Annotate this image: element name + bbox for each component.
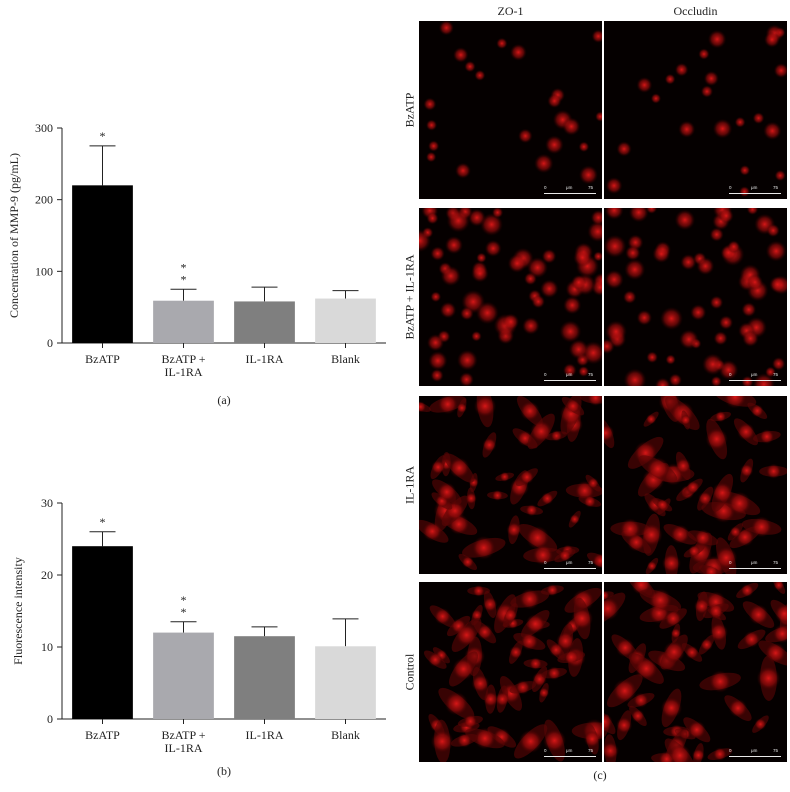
scale-label: μm xyxy=(751,748,758,753)
scale-bar: 0 μm 75 xyxy=(729,560,781,569)
chart-0-y-tick-label: 300 xyxy=(35,121,53,135)
chart-1-y-axis-label: Fluorescence intensity xyxy=(11,557,25,665)
micrograph-image: 0 μm 75 xyxy=(604,582,787,762)
row-header: BzATP + IL-1RA xyxy=(402,254,417,340)
scale-label: 0 xyxy=(544,372,547,377)
micrograph-cells xyxy=(604,582,787,762)
scale-label: 0 xyxy=(544,185,547,190)
scale-bar: 0 μm 75 xyxy=(544,372,596,381)
micrograph-image: 0 μm 75 xyxy=(604,396,787,574)
column-header: ZO-1 xyxy=(497,4,524,18)
chart-1-x-tick-label: IL-1RA xyxy=(165,741,203,755)
scale-label: 0 xyxy=(544,748,547,753)
column-header: Occludin xyxy=(673,4,718,18)
panel-label-b: (b) xyxy=(217,764,231,778)
scale-label: μm xyxy=(566,560,573,565)
scale-bar: 0 μm 75 xyxy=(544,560,596,569)
chart-1-significance-mark: * xyxy=(100,515,106,529)
scale-bar: 0 μm 75 xyxy=(729,185,781,194)
chart-0-y-tick-label: 100 xyxy=(35,264,53,278)
scale-label: 0 xyxy=(544,560,547,565)
scale-label: 0 xyxy=(729,560,732,565)
chart-0-significance-mark: * xyxy=(181,260,187,274)
micrograph-image: 0 μm 75 xyxy=(419,396,602,574)
scale-label: 75 xyxy=(773,372,779,377)
micrograph-image: 0 μm 75 xyxy=(419,582,602,762)
chart-0-x-tick-label: Blank xyxy=(331,352,360,366)
row-header: Control xyxy=(402,653,417,691)
chart-1-x-tick-label: IL-1RA xyxy=(246,728,284,742)
panel-label-a: (a) xyxy=(217,393,231,407)
micrograph-cells xyxy=(419,208,602,386)
chart-1-x-tick-label: Blank xyxy=(331,728,360,742)
micrograph-image: 0 μm 75 xyxy=(604,21,787,199)
scale-label: 75 xyxy=(588,185,594,190)
chart-1-x-tick-label: BzATP + xyxy=(162,728,206,742)
chart-0-y-tick-label: 0 xyxy=(47,336,53,350)
chart-0-x-tick-label: BzATP + xyxy=(162,352,206,366)
chart-1-significance-mark: * xyxy=(181,593,187,607)
chart-1-x-tick-label: BzATP xyxy=(85,728,120,742)
micrograph-image: 0 μm 75 xyxy=(419,21,602,199)
chart-0-x-tick-label: BzATP xyxy=(85,352,120,366)
scale-label: μm xyxy=(566,185,573,190)
chart-1-bar xyxy=(153,632,214,719)
micrograph-cells xyxy=(423,21,602,185)
scale-label: 0 xyxy=(729,185,732,190)
chart-0-x-tick-label: IL-1RA xyxy=(246,352,284,366)
scale-label: 0 xyxy=(729,748,732,753)
micrograph-cells xyxy=(604,396,787,574)
chart-0-bar xyxy=(153,300,214,343)
chart-1-bar xyxy=(315,646,376,719)
chart-0-significance-mark: * xyxy=(100,129,106,143)
scale-label: μm xyxy=(566,748,573,753)
scale-bar: 0 μm 75 xyxy=(729,748,781,757)
micrograph-cells xyxy=(423,583,602,762)
scale-label: 75 xyxy=(588,748,594,753)
chart-1-bar xyxy=(72,546,133,719)
chart-0-bar xyxy=(234,301,295,343)
chart-0-x-tick-label: IL-1RA xyxy=(165,365,203,379)
scale-label: μm xyxy=(751,560,758,565)
scale-label: μm xyxy=(751,372,758,377)
micrograph-cells xyxy=(605,24,787,198)
chart-0-bar xyxy=(315,298,376,343)
scale-label: 75 xyxy=(588,560,594,565)
panel-label-c: (c) xyxy=(593,768,607,782)
row-header: BzATP xyxy=(402,92,417,128)
scale-label: 0 xyxy=(729,372,732,377)
chart-1-y-tick-label: 30 xyxy=(41,496,53,510)
scale-label: μm xyxy=(751,185,758,190)
micrograph-cells xyxy=(604,208,787,386)
scale-bar: 0 μm 75 xyxy=(729,372,781,381)
scale-label: 75 xyxy=(773,560,779,565)
chart-0-y-tick-label: 200 xyxy=(35,193,53,207)
chart-1-y-tick-label: 10 xyxy=(41,640,53,654)
micrograph-image: 0 μm 75 xyxy=(419,208,602,386)
row-header: IL-1RA xyxy=(402,466,417,504)
chart-1-y-tick-label: 0 xyxy=(47,712,53,726)
chart-b-fluorescence: 0 10 20 30 Fluorescence intensity BzATP * BzATP… xyxy=(11,496,386,755)
micrograph-image: 0 μm 75 xyxy=(604,208,787,386)
chart-0-significance-mark: * xyxy=(181,272,187,286)
scale-bar: 0 μm 75 xyxy=(544,748,596,757)
scale-label: 75 xyxy=(588,372,594,377)
chart-a-mmp9: 0 100 200 300 Concentration of MMP-9 (pg/mL)… xyxy=(7,121,386,379)
chart-0-y-axis-label: Concentration of MMP-9 (pg/mL) xyxy=(7,153,21,318)
chart-1-significance-mark: * xyxy=(181,605,187,619)
micrograph-cells xyxy=(419,396,602,571)
chart-1-y-tick-label: 20 xyxy=(41,568,53,582)
scale-label: 75 xyxy=(773,748,779,753)
chart-0-bar xyxy=(72,185,133,343)
chart-1-bar xyxy=(234,636,295,719)
scale-bar: 0 μm 75 xyxy=(544,185,596,194)
scale-label: μm xyxy=(566,372,573,377)
scale-label: 75 xyxy=(773,185,779,190)
